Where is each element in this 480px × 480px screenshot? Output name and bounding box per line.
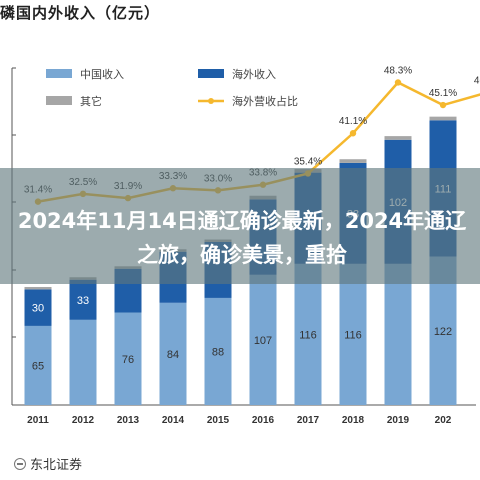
x-tick-label: 2018 [342, 415, 365, 426]
page-title: 磷国内外收入（亿元） [0, 4, 161, 22]
x-tick-label: 2019 [387, 415, 410, 426]
overseas-share-label: 35.4% [294, 156, 322, 167]
overseas-share-label: 41.1% [339, 116, 367, 127]
x-tick-label: 202 [435, 415, 452, 426]
bar-segment-中国收入 [114, 312, 142, 405]
source-credit: 东北证券 [14, 454, 82, 473]
legend-swatch [198, 69, 224, 78]
legend-label: 海外收入 [232, 67, 276, 81]
bar-segment-中国收入 [294, 263, 322, 405]
bar-value-label: 76 [122, 354, 134, 366]
bar-segment-中国收入 [204, 297, 232, 405]
x-tick-label: 2011 [27, 415, 49, 426]
bar-segment-中国收入 [249, 274, 277, 405]
legend-swatch [46, 69, 72, 78]
revenue-chart: 65303376848810711611683102122111 31.4%32… [11, 65, 480, 426]
bar-value-label: 107 [254, 335, 272, 347]
bar-value-label: 30 [32, 303, 44, 315]
bar-value-label: 33 [77, 295, 89, 307]
headline-overlay-band [0, 168, 480, 284]
source-label: 东北证券 [30, 458, 83, 473]
overseas-share-label: 48.3% [384, 65, 412, 76]
overseas-share-point [394, 79, 402, 86]
bar-segment-其它 [429, 116, 457, 121]
legend-marker [208, 98, 214, 104]
legend-label: 其它 [80, 94, 102, 108]
bar-segment-中国收入 [384, 263, 412, 405]
overseas-share-label: 45.1% [429, 88, 457, 99]
overseas-share-point [439, 101, 447, 109]
bar-value-label: 88 [212, 346, 224, 358]
bar-segment-其它 [24, 286, 52, 290]
x-tick-label: 2012 [72, 415, 95, 426]
legend-swatch [46, 96, 72, 105]
brokerage-logo-icon [14, 458, 26, 470]
x-tick-label: 2013 [117, 415, 140, 426]
overseas-share-point [349, 130, 357, 137]
bar-segment-中国收入 [159, 302, 187, 405]
x-tick-label: 2015 [207, 415, 230, 426]
overseas-share-label: 46.9% [474, 75, 480, 86]
bar-value-label: 122 [434, 326, 452, 338]
bar-segment-海外收入 [24, 289, 52, 326]
bar-segment-中国收入 [24, 325, 52, 405]
legend-label: 中国收入 [80, 67, 124, 81]
x-tick-label: 2014 [162, 415, 185, 426]
bar-value-label: 116 [299, 329, 317, 341]
bar-segment-中国收入 [69, 319, 97, 405]
bar-value-label: 116 [344, 329, 362, 341]
bar-segment-中国收入 [339, 263, 367, 405]
bar-segment-海外收入 [69, 279, 97, 320]
bar-value-label: 84 [167, 349, 179, 361]
bar-segment-其它 [384, 136, 412, 140]
legend-label: 海外营收占比 [232, 94, 298, 108]
bar-value-label: 65 [32, 360, 44, 372]
bar-segment-其它 [339, 159, 367, 163]
x-tick-label: 2016 [252, 415, 275, 426]
headline-text: 2024年11月14日通辽确诊最新，2024年通辽之旅，确诊美景，重拾 [17, 209, 467, 267]
x-tick-label: 2017 [297, 415, 320, 426]
